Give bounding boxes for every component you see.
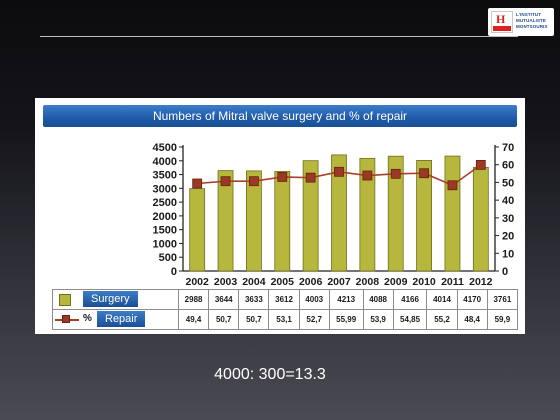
left-tick-label: 4000 [153, 156, 177, 168]
surgery-bar [217, 170, 234, 272]
year-label: 2006 [299, 276, 323, 288]
surgery-value: 3612 [268, 289, 300, 310]
surgery-bar [387, 155, 404, 272]
left-tick-label: 1000 [153, 238, 177, 250]
top-divider [40, 36, 518, 37]
repair-label: Repair [97, 311, 146, 327]
logo-letter: H [496, 12, 506, 26]
year-label: 2004 [242, 276, 266, 288]
surgery-value: 3761 [486, 289, 519, 310]
repair-value: 53,9 [362, 309, 394, 330]
logo-text: L'INSTITUT MUTUALISTE MONTSOURIS [516, 12, 548, 30]
year-label: 2009 [384, 276, 408, 288]
repair-marker-swatch [62, 315, 70, 323]
surgery-bar [331, 154, 347, 272]
slide-caption: 4000: 300=13.3 [214, 366, 326, 383]
surgery-bar [444, 155, 461, 272]
surgery-bar [416, 159, 432, 272]
right-tick-label: 10 [502, 248, 514, 260]
repair-value: 53,1 [268, 309, 300, 330]
chart-title: Numbers of Mitral valve surgery and % of… [152, 109, 408, 123]
right-tick-label: 70 [502, 142, 514, 154]
surgery-bar [274, 171, 291, 272]
repair-point [447, 180, 458, 191]
repair-value: 50,7 [208, 309, 240, 330]
logo-line-2: MUTUALISTE [516, 18, 546, 23]
year-label: 2011 [441, 276, 464, 288]
right-tick-label: 20 [502, 231, 514, 243]
year-label: 2010 [412, 276, 436, 288]
repair-point [475, 159, 486, 170]
repair-value: 55,2 [426, 309, 458, 330]
surgery-value: 2988 [177, 289, 210, 310]
year-label: 2002 [186, 276, 210, 288]
left-tick-label: 1500 [153, 225, 177, 237]
repair-value: 59,9 [486, 309, 519, 330]
surgery-value: 3644 [208, 289, 240, 310]
institute-logo: H L'INSTITUT MUTUALISTE MONTSOURIS [488, 8, 554, 36]
surgery-row: Surgery 2988 3644 3633 3612 4003 4213 4088 4166… [52, 289, 519, 310]
repair-percent-sign: % [83, 313, 92, 324]
repair-value: 52,7 [298, 309, 330, 330]
repair-point [249, 176, 259, 187]
repair-point [419, 168, 429, 179]
repair-row: % Repair 49,4 50,7 50,7 53,1 52,7 55,99 53,9 54… [52, 309, 519, 330]
surgery-value: 4088 [362, 289, 394, 310]
surgery-value: 3633 [238, 289, 270, 310]
repair-point [362, 170, 373, 181]
repair-value: 54,85 [392, 309, 428, 330]
repair-point [220, 176, 231, 187]
year-label: 2003 [214, 276, 238, 288]
right-tick-label: 30 [502, 213, 514, 225]
right-tick-label: 0 [502, 266, 508, 278]
left-tick-label: 4500 [153, 142, 177, 154]
left-tick-label: 2000 [153, 211, 177, 223]
left-tick-label: 0 [171, 266, 177, 278]
repair-point [334, 166, 344, 177]
repair-point [192, 178, 203, 189]
surgery-swatch [59, 294, 71, 306]
logo-line-1: L'INSTITUT [516, 12, 542, 17]
chart-panel: Numbers of Mitral valve surgery and % of… [35, 98, 525, 334]
surgery-value: 4213 [328, 289, 364, 310]
mitral-surgery-chart: 0500100015002000250030003500400045000102… [153, 142, 515, 288]
repair-point [277, 172, 288, 182]
left-tick-label: 500 [159, 252, 177, 264]
year-label: 2008 [356, 276, 380, 288]
surgery-value: 4166 [392, 289, 428, 310]
repair-value: 50,7 [238, 309, 270, 330]
surgery-value: 4003 [298, 289, 330, 310]
repair-value: 55,99 [328, 309, 364, 330]
surgery-bar [302, 160, 319, 272]
surgery-value: 4014 [426, 289, 458, 310]
left-tick-label: 2500 [153, 197, 177, 209]
repair-point [305, 172, 316, 183]
repair-value: 49,4 [177, 309, 210, 330]
left-tick-label: 3500 [153, 170, 177, 182]
year-label: 2007 [327, 276, 351, 288]
right-tick-label: 50 [502, 177, 514, 189]
year-label: 2005 [271, 276, 295, 288]
surgery-bar [189, 188, 206, 272]
surgery-value: 4170 [456, 289, 488, 310]
surgery-bar [246, 170, 262, 272]
surgery-bar [472, 166, 489, 272]
surgery-label: Surgery [83, 291, 138, 307]
right-tick-label: 60 [502, 160, 514, 172]
surgery-bar [359, 157, 376, 272]
left-tick-label: 3000 [153, 183, 177, 195]
surgery-legend: Surgery [52, 289, 179, 310]
right-tick-label: 40 [502, 195, 514, 207]
logo-mark: H [491, 11, 513, 33]
repair-legend: % Repair [52, 309, 179, 330]
repair-value: 48,4 [456, 309, 488, 330]
year-label: 2012 [469, 276, 493, 288]
repair-point [390, 168, 401, 179]
logo-line-3: MONTSOURIS [516, 24, 548, 29]
chart-title-bar: Numbers of Mitral valve surgery and % of… [43, 105, 517, 127]
data-table: Surgery 2988 3644 3633 3612 4003 4213 4088 4166… [52, 289, 519, 330]
